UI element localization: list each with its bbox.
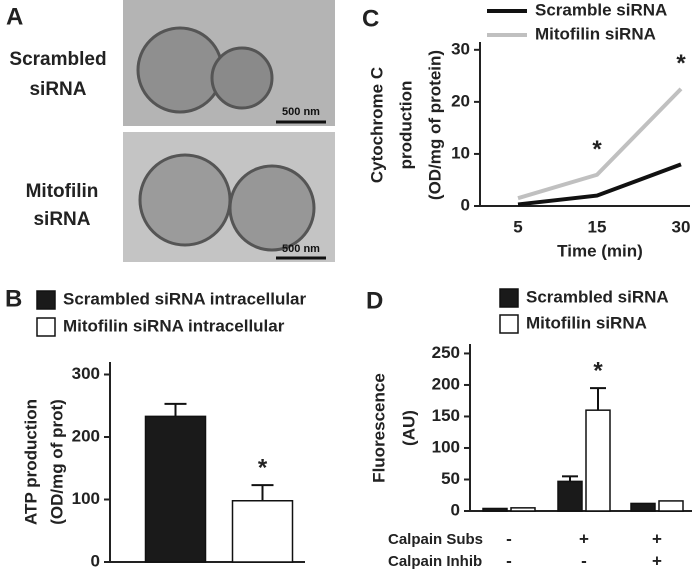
row-label: siRNA	[29, 79, 86, 100]
legend-swatch	[36, 317, 56, 337]
significance: *	[676, 50, 686, 77]
condition-value: -	[506, 551, 512, 570]
y-axis-label: (AU)	[399, 410, 418, 446]
x-tick-label: 30	[672, 217, 691, 236]
legend-label: Mitofilin siRNA	[526, 313, 647, 332]
condition-label: Calpain Subs	[388, 531, 483, 548]
legend-label: Mitofilin siRNA	[535, 24, 656, 43]
panel-label: B	[5, 285, 22, 312]
y-tick-label: 300	[72, 364, 100, 383]
scale-bar-label: 500 nm	[282, 106, 320, 118]
y-tick-label: 100	[432, 437, 460, 456]
bar	[144, 415, 207, 563]
bar	[482, 507, 508, 512]
bar	[658, 500, 684, 512]
y-axis-label: (OD/mg of prot)	[47, 399, 66, 525]
bar	[510, 507, 536, 512]
y-tick-label: 50	[441, 469, 460, 488]
bar	[585, 409, 611, 512]
bar	[231, 500, 294, 563]
row-label: siRNA	[33, 209, 90, 230]
y-tick-label: 150	[432, 406, 460, 425]
y-tick-label: 10	[451, 143, 470, 162]
mitochondrion	[228, 164, 316, 252]
y-tick-label: 100	[72, 489, 100, 508]
y-tick-label: 250	[432, 343, 460, 362]
scale-bar-label: 500 nm	[282, 243, 320, 255]
significance: *	[592, 136, 602, 163]
significance: *	[593, 357, 603, 384]
condition-value: -	[506, 529, 512, 548]
mitochondrion	[138, 153, 232, 247]
y-axis-label: Cytochrome C	[367, 67, 386, 183]
y-tick-label: 0	[451, 500, 460, 519]
legend-label: Mitofilin siRNA intracellular	[63, 316, 285, 335]
legend-label: Scrambled siRNA intracellular	[63, 289, 307, 308]
y-axis-label: production	[396, 81, 415, 170]
condition-value: +	[579, 529, 589, 548]
y-axis-label: (OD/mg of protein)	[425, 50, 444, 200]
y-tick-label: 200	[432, 374, 460, 393]
y-tick-label: 200	[72, 426, 100, 445]
mitochondrion	[210, 46, 274, 110]
y-tick-label: 30	[451, 39, 470, 58]
bar	[630, 502, 656, 512]
condition-label: Calpain Inhib	[388, 553, 482, 570]
condition-value: +	[652, 551, 662, 570]
mitochondrion	[136, 26, 224, 114]
legend-label: Scrambled siRNA	[526, 287, 669, 306]
legend-label: Scramble siRNA	[535, 0, 667, 19]
x-tick-label: 5	[513, 217, 522, 236]
significance: *	[258, 454, 268, 481]
y-axis-label: Fluorescence	[369, 373, 388, 483]
row-label: Scrambled	[9, 49, 106, 70]
row-label: Mitofilin	[26, 181, 99, 202]
panel-label: A	[6, 3, 23, 30]
condition-value: +	[652, 529, 662, 548]
panel-label: D	[366, 287, 383, 314]
legend-swatch	[499, 288, 519, 308]
x-tick-label: 15	[588, 217, 607, 236]
y-tick-label: 0	[91, 551, 100, 570]
panel-a: A 500 nm 500 nm Scrambled siRNA Mitofili…	[6, 0, 335, 262]
x-axis-label: Time (min)	[557, 241, 643, 260]
y-tick-label: 20	[451, 91, 470, 110]
y-axis-label: ATP production	[21, 399, 40, 525]
line	[517, 162, 682, 207]
panel-label: C	[362, 5, 379, 32]
line	[517, 87, 683, 201]
legend-swatch	[36, 290, 56, 310]
y-tick-label: 0	[461, 195, 470, 214]
condition-value: -	[581, 551, 587, 570]
bar	[557, 480, 583, 512]
legend-swatch	[499, 314, 519, 334]
